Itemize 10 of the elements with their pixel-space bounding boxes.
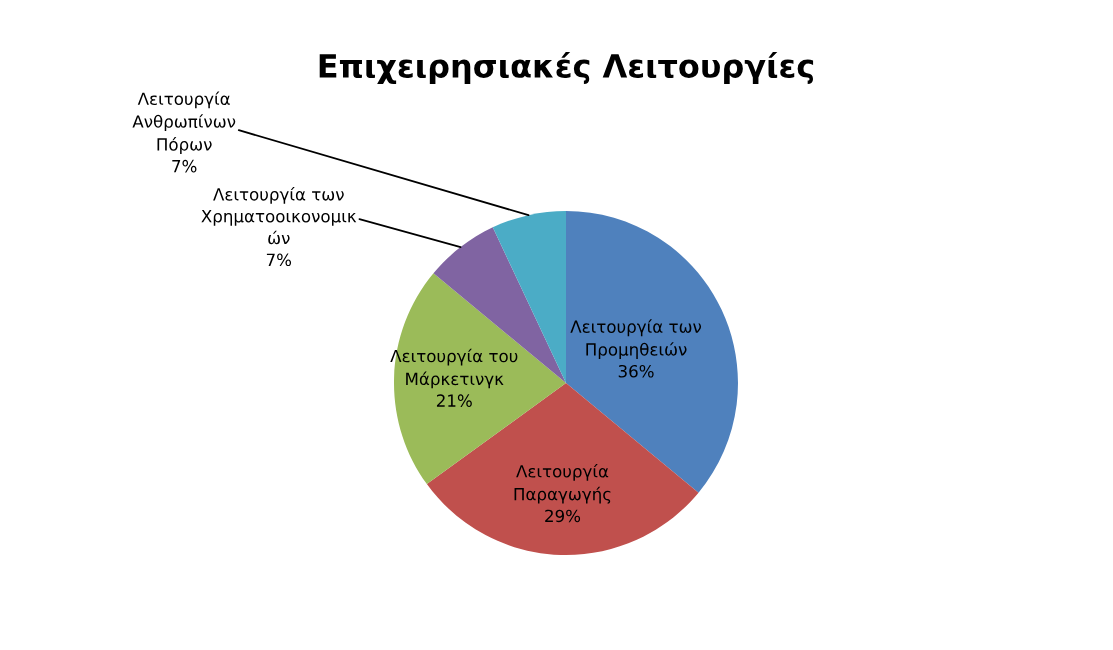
data-label: 7% (266, 253, 292, 267)
slice-label: Λειτουργία Ανθρωπίνων Πόρων (132, 91, 236, 154)
slice-label: Λειτουργία Παραγωγής (514, 464, 611, 504)
data-label: 36% (618, 364, 654, 378)
chart-title: Επιχειρησιακές Λειτουργίες (319, 51, 814, 85)
data-label: 29% (545, 509, 581, 523)
data-label: 21% (436, 394, 472, 407)
data-label: 7% (172, 159, 197, 173)
slice-label: Λειτουργία των Προμηθειών (570, 319, 702, 359)
slice-label: Λειτουργία των Χρηματοοικονομικ ών (201, 187, 357, 245)
